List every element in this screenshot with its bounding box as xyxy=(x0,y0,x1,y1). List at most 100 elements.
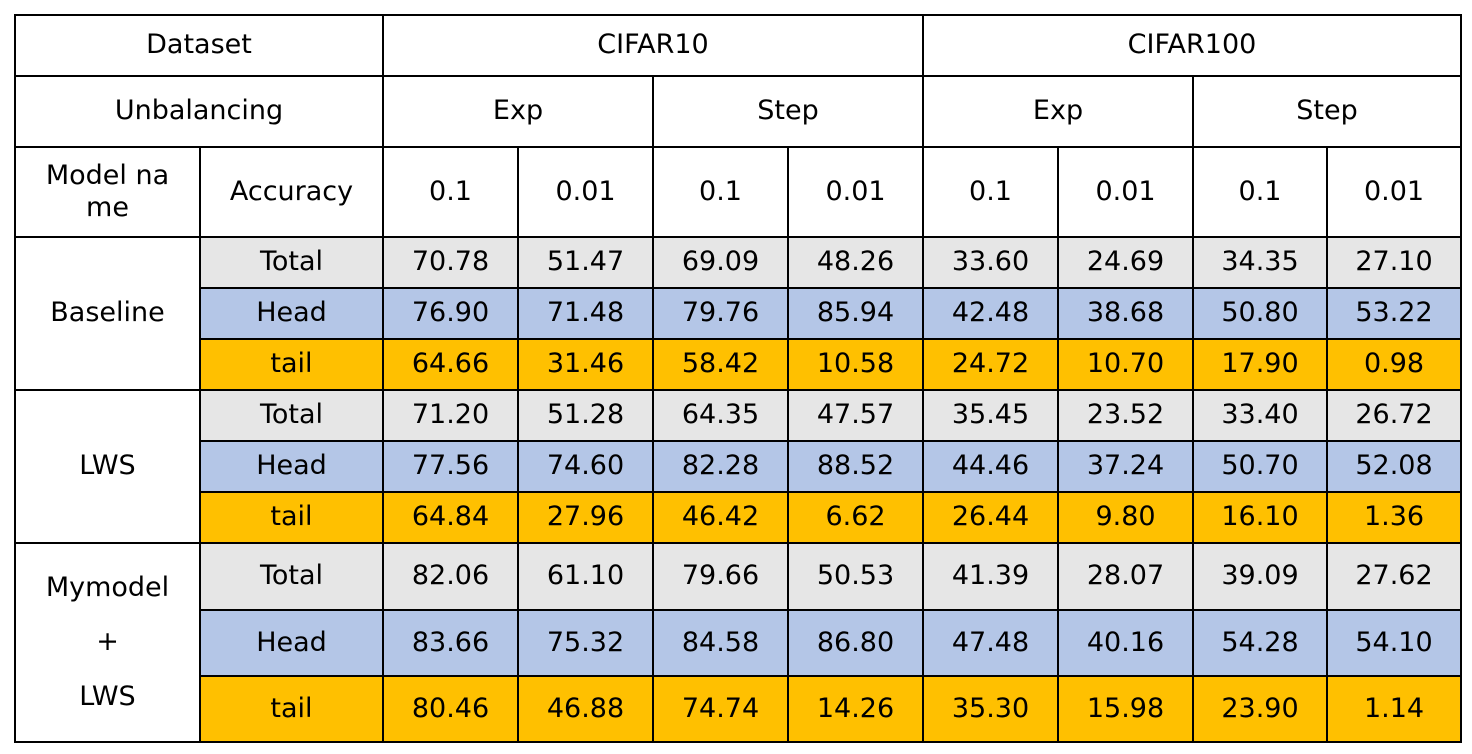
value-cell: 33.40 xyxy=(1192,389,1328,442)
value-cell: 47.48 xyxy=(922,609,1059,677)
value-cell: 83.66 xyxy=(382,609,519,677)
value-cell: 27.96 xyxy=(517,491,654,544)
baseline-tail-row: tail 64.66 31.46 58.42 10.58 24.72 10.70… xyxy=(15,338,1462,391)
mymodel-total-row: Mymodel + LWS Total 82.06 61.10 79.66 50… xyxy=(14,542,1462,743)
value-cell: 23.52 xyxy=(1057,389,1194,442)
unbalancing-cifar10-step: Step xyxy=(652,75,924,148)
value-cell: 84.58 xyxy=(652,609,789,677)
model-name-mymodel-lws: Mymodel + LWS xyxy=(14,542,201,743)
value-cell: 40.16 xyxy=(1057,609,1194,677)
value-cell: 38.68 xyxy=(1057,287,1194,340)
lws-total-row: LWS Total 71.20 51.28 64.35 47.57 35.45 … xyxy=(14,389,1462,544)
metric-label: Total xyxy=(199,236,384,289)
value-cell: 26.72 xyxy=(1326,389,1462,442)
dataset-label: Dataset xyxy=(14,14,384,77)
value-cell: 74.74 xyxy=(652,675,789,743)
value-cell: 35.30 xyxy=(922,675,1059,743)
value-cell: 64.35 xyxy=(652,389,789,442)
value-cell: 50.80 xyxy=(1192,287,1328,340)
mymodel-tail-row: tail 80.46 46.88 74.74 14.26 35.30 15.98… xyxy=(15,675,1462,743)
model-name-baseline: Baseline xyxy=(14,236,201,391)
value-cell: 77.56 xyxy=(382,440,519,493)
value-cell: 58.42 xyxy=(652,338,789,391)
value-cell: 16.10 xyxy=(1192,491,1328,544)
value-cell: 23.90 xyxy=(1192,675,1328,743)
ratio-cell: 0.01 xyxy=(1057,146,1194,238)
dataset-header-row: Dataset CIFAR10 CIFAR100 xyxy=(14,14,1462,77)
value-cell: 24.69 xyxy=(1057,236,1194,289)
metric-label: tail xyxy=(199,338,384,391)
ratio-cell: 0.1 xyxy=(1192,146,1328,238)
ratio-cell: 0.01 xyxy=(517,146,654,238)
metric-label: Total xyxy=(199,542,384,611)
value-cell: 1.14 xyxy=(1326,675,1462,743)
model-name-label: Model na me xyxy=(14,146,201,238)
value-cell: 53.22 xyxy=(1326,287,1462,340)
value-cell: 27.10 xyxy=(1326,236,1462,289)
value-cell: 33.60 xyxy=(922,236,1059,289)
value-cell: 82.06 xyxy=(382,542,519,611)
value-cell: 80.46 xyxy=(382,675,519,743)
results-table: Dataset CIFAR10 CIFAR100 Unbalancing Exp… xyxy=(14,14,1462,743)
value-cell: 54.28 xyxy=(1192,609,1328,677)
value-cell: 31.46 xyxy=(517,338,654,391)
model-name-lws: LWS xyxy=(14,389,201,544)
model-name-label-line1: Model na xyxy=(45,159,170,191)
value-cell: 79.76 xyxy=(652,287,789,340)
value-cell: 1.36 xyxy=(1326,491,1462,544)
metric-label: Head xyxy=(199,440,384,493)
ratio-cell: 0.1 xyxy=(922,146,1059,238)
ratio-cell: 0.1 xyxy=(382,146,519,238)
value-cell: 75.32 xyxy=(517,609,654,677)
model-name-line: LWS xyxy=(79,680,136,712)
value-cell: 88.52 xyxy=(787,440,924,493)
ratio-cell: 0.1 xyxy=(652,146,789,238)
value-cell: 51.47 xyxy=(517,236,654,289)
value-cell: 82.28 xyxy=(652,440,789,493)
metric-label: tail xyxy=(199,675,384,743)
mymodel-head-row: Head 83.66 75.32 84.58 86.80 47.48 40.16… xyxy=(15,609,1462,677)
value-cell: 47.57 xyxy=(787,389,924,442)
value-cell: 85.94 xyxy=(787,287,924,340)
model-name-line: + xyxy=(96,626,119,658)
value-cell: 79.66 xyxy=(652,542,789,611)
value-cell: 41.39 xyxy=(922,542,1059,611)
value-cell: 35.45 xyxy=(922,389,1059,442)
baseline-head-row: Head 76.90 71.48 79.76 85.94 42.48 38.68… xyxy=(15,287,1462,340)
value-cell: 34.35 xyxy=(1192,236,1328,289)
value-cell: 27.62 xyxy=(1326,542,1462,611)
value-cell: 74.60 xyxy=(517,440,654,493)
value-cell: 61.10 xyxy=(517,542,654,611)
model-name-label-line2: me xyxy=(86,192,129,223)
value-cell: 10.58 xyxy=(787,338,924,391)
unbalancing-cifar100-step: Step xyxy=(1192,75,1462,148)
value-cell: 71.20 xyxy=(382,389,519,442)
metric-label: tail xyxy=(199,491,384,544)
value-cell: 39.09 xyxy=(1192,542,1328,611)
dataset-cifar10: CIFAR10 xyxy=(382,14,924,77)
value-cell: 46.42 xyxy=(652,491,789,544)
lws-tail-row: tail 64.84 27.96 46.42 6.62 26.44 9.80 1… xyxy=(15,491,1462,544)
value-cell: 15.98 xyxy=(1057,675,1194,743)
baseline-total-row: Baseline Total 70.78 51.47 69.09 48.26 3… xyxy=(14,236,1462,391)
unbalancing-cifar100-exp: Exp xyxy=(922,75,1194,148)
unbalancing-header-row: Unbalancing Exp Step Exp Step xyxy=(14,75,1462,148)
model-name-line: Mymodel xyxy=(45,571,170,603)
value-cell: 52.08 xyxy=(1326,440,1462,493)
value-cell: 14.26 xyxy=(787,675,924,743)
value-cell: 64.84 xyxy=(382,491,519,544)
value-cell: 6.62 xyxy=(787,491,924,544)
value-cell: 70.78 xyxy=(382,236,519,289)
ratio-cell: 0.01 xyxy=(1326,146,1462,238)
value-cell: 24.72 xyxy=(922,338,1059,391)
value-cell: 69.09 xyxy=(652,236,789,289)
accuracy-label: Accuracy xyxy=(199,146,384,238)
value-cell: 46.88 xyxy=(517,675,654,743)
lws-head-row: Head 77.56 74.60 82.28 88.52 44.46 37.24… xyxy=(15,440,1462,493)
value-cell: 50.53 xyxy=(787,542,924,611)
value-cell: 50.70 xyxy=(1192,440,1328,493)
value-cell: 28.07 xyxy=(1057,542,1194,611)
value-cell: 26.44 xyxy=(922,491,1059,544)
value-cell: 51.28 xyxy=(517,389,654,442)
value-cell: 9.80 xyxy=(1057,491,1194,544)
